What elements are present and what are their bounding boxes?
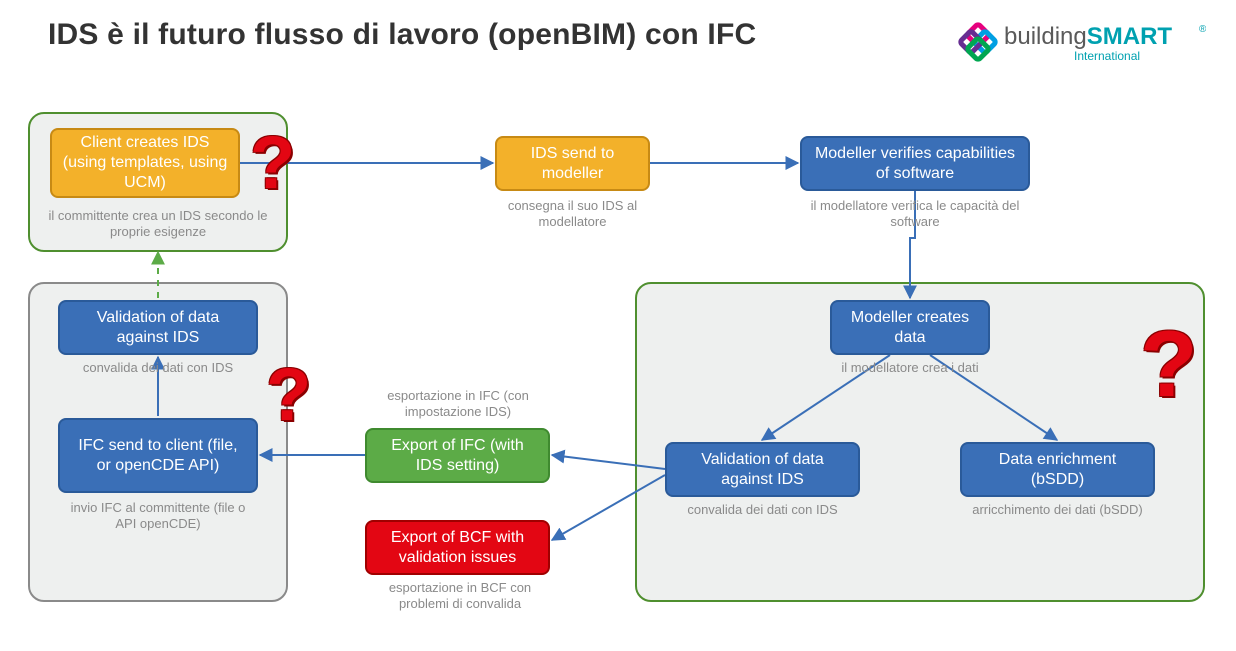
node-label: Modeller creates data — [842, 308, 978, 348]
caption-verify: il modellatore verifica le capacità del … — [790, 198, 1040, 231]
caption-val-right: convalida dei dati con IDS — [670, 502, 855, 518]
node-modeller-verifies: Modeller verifies capabilities of softwa… — [800, 136, 1030, 191]
caption-client: il committente crea un IDS secondo le pr… — [38, 208, 278, 241]
logo-text-smart: SMART — [1087, 23, 1173, 50]
question-mark-icon: ? — [250, 120, 295, 205]
caption-ifcsend: invio IFC al committente (file o API ope… — [70, 500, 246, 533]
node-ifc-send-to-client: IFC send to client (file, or openCDE API… — [58, 418, 258, 493]
node-client-creates-ids: Client creates IDS (using templates, usi… — [50, 128, 240, 198]
node-export-ifc: Export of IFC (with IDS setting) — [365, 428, 550, 483]
node-label: Export of IFC (with IDS setting) — [377, 436, 538, 476]
page-title: IDS è il futuro flusso di lavoro (openBI… — [48, 18, 756, 52]
caption-val-left: convalida dei dati con IDS — [70, 360, 246, 376]
logo-text-building: building — [1004, 23, 1087, 50]
caption-export-top: esportazione in IFC (con impostazione ID… — [372, 388, 544, 421]
question-mark-icon: ? — [1140, 310, 1197, 418]
logo-subtext: International — [1074, 49, 1140, 63]
diagram-stage: IDS è il futuro flusso di lavoro (openBI… — [0, 0, 1236, 651]
node-label: Modeller verifies capabilities of softwa… — [812, 144, 1018, 184]
node-label: Data enrichment (bSDD) — [972, 450, 1143, 490]
node-modeller-creates-data: Modeller creates data — [830, 300, 990, 355]
node-label: Client creates IDS (using templates, usi… — [62, 133, 228, 193]
node-label: IFC send to client (file, or openCDE API… — [70, 436, 246, 476]
node-label: Validation of data against IDS — [677, 450, 848, 490]
caption-enrich: arricchimento dei dati (bSDD) — [960, 502, 1155, 518]
buildingsmart-logo: buildingSMART ® International — [956, 14, 1206, 74]
node-label: Validation of data against IDS — [70, 308, 246, 348]
node-export-bcf: Export of BCF with validation issues — [365, 520, 550, 575]
caption-bcf: esportazione in BCF con problemi di conv… — [370, 580, 550, 613]
node-label: Export of BCF with validation issues — [377, 528, 538, 568]
logo-reg: ® — [1199, 24, 1206, 35]
node-validation-right: Validation of data against IDS — [665, 442, 860, 497]
svg-text:buildingSMART: buildingSMART — [1004, 23, 1172, 50]
node-ids-send-to-modeller: IDS send to modeller — [495, 136, 650, 191]
node-validation-left: Validation of data against IDS — [58, 300, 258, 355]
node-label: IDS send to modeller — [507, 144, 638, 184]
question-mark-icon: ? — [266, 352, 311, 437]
caption-create: il modellatore crea i dati — [810, 360, 1010, 376]
caption-send: consegna il suo IDS al modellatore — [490, 198, 655, 231]
node-data-enrichment: Data enrichment (bSDD) — [960, 442, 1155, 497]
